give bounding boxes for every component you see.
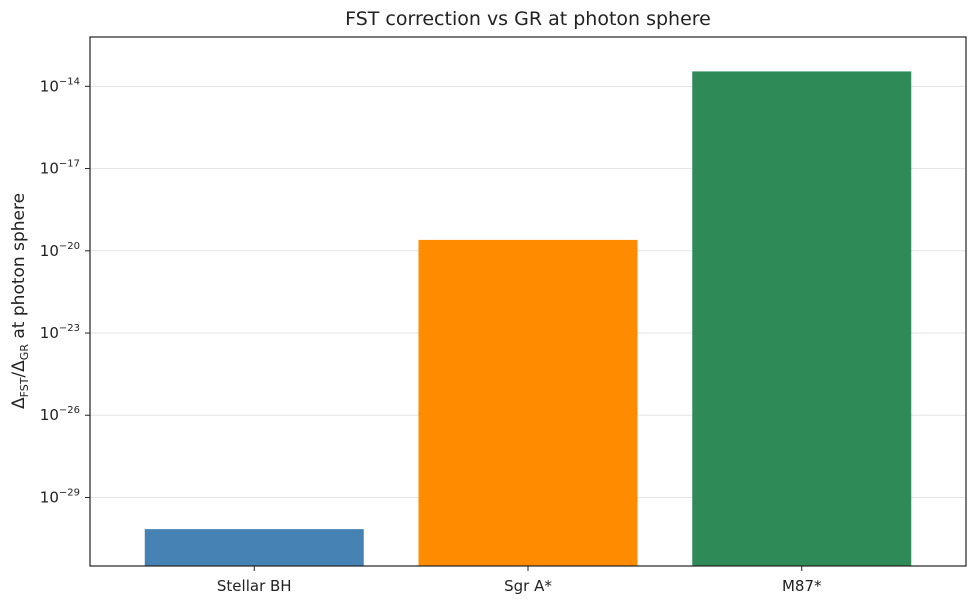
y-tick-label: 10−23: [40, 323, 80, 342]
x-tick-label: M87*: [782, 577, 822, 595]
bars: [144, 71, 912, 566]
y-tick-label: 10−26: [40, 405, 80, 424]
y-tick-label: 10−29: [40, 487, 80, 506]
bar: [692, 71, 912, 566]
x-tick-label: Sgr A*: [504, 577, 552, 595]
ylabel-delta-gr: Δ: [9, 360, 29, 372]
bar: [144, 529, 364, 566]
x-tick-label: Stellar BH: [217, 577, 292, 595]
y-axis-ticks: 10−14 10−17 10−20 10−23 10−26 10−29: [40, 76, 90, 506]
ylabel-delta-fst: Δ: [9, 397, 29, 409]
y-axis-label: ΔFST/ΔGR at photon sphere: [9, 193, 31, 409]
y-tick-label: 10−14: [40, 76, 80, 95]
ylabel-sub-fst: FST: [18, 377, 31, 397]
ylabel-sub-gr: GR: [18, 344, 31, 361]
x-axis-ticks: Stellar BH Sgr A* M87*: [217, 566, 822, 595]
chart-title: FST correction vs GR at photon sphere: [345, 8, 711, 30]
y-tick-label: 10−20: [40, 241, 80, 260]
y-tick-label: 10−17: [40, 159, 80, 178]
ylabel-rest: at photon sphere: [9, 193, 29, 344]
bar: [418, 239, 638, 566]
ylabel-slash: /: [9, 372, 29, 378]
